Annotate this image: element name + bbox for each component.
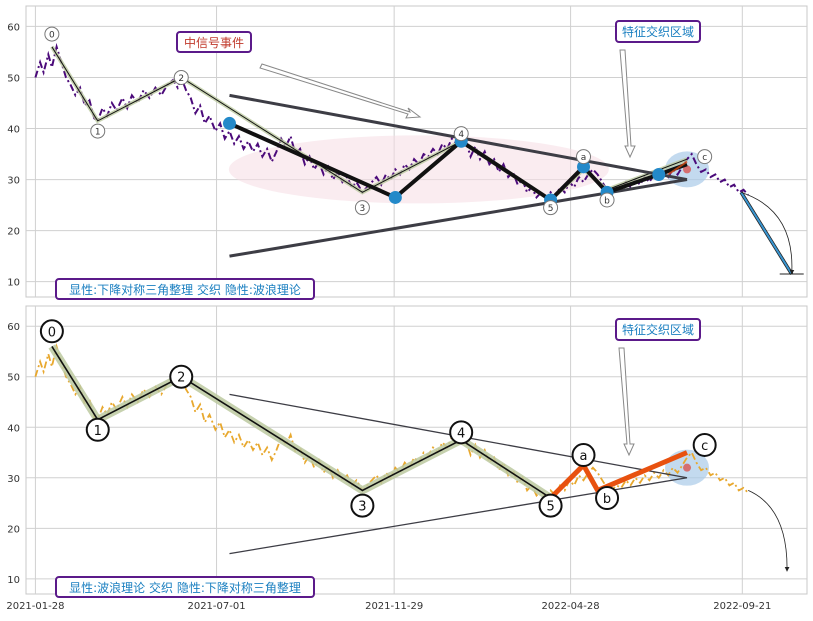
wave-label: b	[604, 197, 610, 207]
wave-label-marker	[543, 200, 559, 216]
wave-label-marker	[44, 26, 60, 42]
x-axis: 2021-01-28 2021-07-01 2021-11-29 2022-04-28…	[6, 601, 771, 612]
wave-label: b	[603, 492, 611, 507]
top-panel: 10 20 30 40 50 60 0 1 2 3 4 5 a b c 中信号事件 特征交织区域显性:下降对称三…	[7, 5, 808, 300]
wave-label: 2	[177, 371, 185, 386]
zone-label-box	[615, 318, 701, 341]
y-tick-label: 50	[7, 73, 20, 84]
wave-label-marker	[576, 149, 592, 165]
pattern-point	[222, 116, 236, 130]
y-tick-label: 30	[7, 474, 20, 485]
legend-text: 显性:波浪理论 交织 隐性:下降对称三角整理	[69, 580, 301, 595]
wave-label-marker	[692, 432, 717, 457]
wave-label: 0	[48, 325, 56, 340]
forecast-curve-arrow	[748, 490, 790, 572]
interweave-zone-center	[683, 463, 692, 472]
wave-label-marker	[599, 192, 615, 208]
y-tick-label: 20	[7, 227, 20, 238]
triangle-highlight-ellipse	[228, 135, 609, 204]
wave-label-marker	[350, 493, 375, 518]
wave-label-marker	[449, 420, 474, 445]
zone-label-box	[615, 20, 701, 43]
wave-label: 5	[546, 500, 554, 515]
y-tick-label: 60	[7, 22, 20, 33]
event-arrow	[259, 63, 422, 119]
wave-label: 2	[178, 74, 184, 84]
y-tick-label: 10	[7, 278, 20, 289]
y-tick-label: 60	[7, 322, 20, 333]
zone-label: 特征交织区域	[622, 24, 694, 39]
legend-box	[55, 576, 315, 598]
wave-label-marker	[453, 126, 469, 142]
wave-label-marker	[538, 493, 563, 518]
wave-label: 3	[358, 500, 366, 515]
wave-label: c	[702, 153, 707, 163]
y-tick-label: 10	[7, 575, 20, 586]
wave-label-marker	[571, 443, 596, 468]
x-tick-label: 2022-09-21	[713, 601, 771, 612]
wave-label: 1	[95, 128, 101, 138]
pattern-point	[388, 190, 402, 204]
plot-frame	[25, 305, 808, 595]
forecast-curve-arrow	[741, 191, 795, 275]
wave-label: 3	[360, 204, 366, 214]
forecast-line	[740, 191, 793, 275]
x-tick-label: 2022-04-28	[542, 601, 600, 612]
x-tick-label: 2021-11-29	[365, 601, 423, 612]
wave-label: 1	[94, 424, 102, 439]
wave-label: 0	[49, 31, 55, 41]
price-series-line	[34, 42, 749, 202]
wave-label-marker	[90, 123, 106, 139]
wave-zigzag-line	[51, 345, 552, 499]
y-tick-label: 40	[7, 423, 20, 434]
pattern-point	[652, 167, 666, 181]
wave-label-marker	[85, 417, 110, 442]
event-label-box	[176, 31, 252, 53]
pattern-point	[577, 160, 591, 174]
wave-label-marker	[354, 200, 370, 216]
y-tick-label: 30	[7, 176, 20, 187]
wave-label: a	[581, 153, 587, 163]
legend-box	[55, 278, 315, 300]
zone-highlight-segment	[667, 160, 688, 176]
wave-label-marker	[595, 486, 620, 510]
interweave-zone-center	[683, 165, 692, 174]
wave-label: c	[701, 439, 708, 454]
wave-label: 5	[548, 204, 554, 214]
event-label: 中信号事件	[184, 35, 244, 50]
x-tick-label: 2021-01-28	[6, 601, 64, 612]
zone-label: 特征交织区域	[622, 322, 694, 337]
x-tick-label: 2021-07-01	[187, 601, 245, 612]
wave-label: 4	[458, 130, 464, 140]
wave-label: a	[580, 449, 588, 464]
wave-label-marker	[697, 149, 713, 165]
legend-text: 显性:下降对称三角整理 交织 隐性:波浪理论	[69, 282, 301, 297]
wave-label-marker	[173, 69, 189, 85]
wave-label: 4	[457, 426, 465, 441]
y-tick-label: 20	[7, 524, 20, 535]
y-tick-label: 50	[7, 373, 20, 384]
wave-label-marker	[169, 364, 194, 389]
wave-label-marker	[39, 319, 64, 344]
pattern-thick-line	[228, 121, 688, 202]
y-tick-label: 40	[7, 125, 20, 136]
zone-arrow	[619, 49, 636, 159]
zone-arrow	[618, 347, 635, 457]
abc-wave-line	[548, 450, 688, 500]
